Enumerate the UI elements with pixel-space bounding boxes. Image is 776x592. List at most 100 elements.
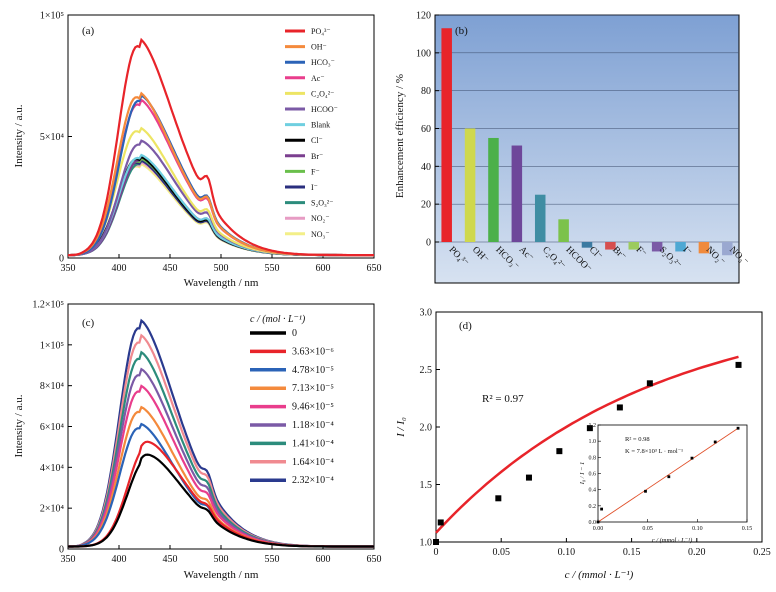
inset-y-tick-label: 0.8 [589,455,597,461]
y-tick-label: 1.2×10⁵ [32,300,64,311]
panel-d-r2-annotation: R² = 0.97 [482,393,524,405]
inset-y-tick-label: 1.2 [589,423,597,429]
legend-label: HCO₃⁻ [311,58,335,67]
legend-label: 1.41×10⁻⁴ [292,438,334,449]
data-point [586,425,593,432]
legend-label: Ac⁻ [311,74,325,83]
legend-label: NO₃⁻ [311,230,330,239]
y-tick-label: 100 [416,48,431,59]
legend-label: S₂O₃²⁻ [311,199,333,208]
x-tick-label: 450 [163,554,178,565]
legend-label: Blank [311,121,330,130]
legend-label: 7.13×10⁻⁵ [292,383,334,394]
x-tick-label: 0.25 [753,547,771,558]
panel-d-inset: R² = 0.98 K = 7.8×10³ L · mol⁻¹ c / (mmo… [579,423,752,544]
x-tick-label: 650 [367,263,382,274]
y-tick-label: 2.0 [420,423,433,434]
x-tick-label: 400 [112,263,127,274]
panel-c-ylabel: Intensity / a.u. [13,394,25,457]
inset-x-tick-label: 0.15 [742,526,753,532]
inset-x-tick-label: 0.00 [593,526,604,532]
panel-c-xlabel: Wavelength / nm [184,569,259,581]
data-point [433,539,439,545]
inset-data-point [596,520,600,524]
panel-b-ylabel: Enhancement efficiency / % [394,74,406,198]
inset-data-point [644,489,647,493]
legend-label: Br⁻ [311,152,323,161]
panel-c-label: (c) [82,317,95,329]
panel-b: (b) Enhancement efficiency / % 0 20 40 60 80… [394,11,750,284]
y-tick-label: 3.0 [420,308,433,319]
x-tick-label: 0.15 [623,547,641,558]
inset-k-annotation: K = 7.8×10³ L · mol⁻¹ [625,448,683,455]
panel-a-xlabel: Wavelength / nm [184,277,259,289]
legend-label: 1.64×10⁻⁴ [292,457,334,468]
x-tick-label: 500 [214,263,229,274]
inset-x-tick-label: 0.05 [642,526,653,532]
data-point [437,519,444,526]
y-tick-label: 0 [426,238,431,249]
panel-a-label: (a) [82,25,95,37]
legend-label: HCOO⁻ [311,105,338,114]
panel-b-label: (b) [455,25,468,37]
series-line [68,453,374,548]
y-tick-label: 4×10⁴ [40,463,65,474]
y-tick-label: 80 [421,86,431,97]
bar [581,242,593,248]
legend-label: I⁻ [311,183,318,192]
bar [628,242,640,250]
y-tick-label: 1×10⁵ [40,11,64,22]
inset-y-tick-label: 0.4 [589,488,597,494]
y-tick-label: 6×10⁴ [40,422,65,433]
legend-label: F⁻ [311,167,320,176]
panel-c: (c) Wavelength / nm Intensity / a.u. c /… [13,300,382,582]
inset-y-tick-label: 0.0 [589,520,597,526]
panel-d-xlabel: c / (mmol · L⁻¹) [565,569,634,581]
legend-label: 2.32×10⁻⁴ [292,475,334,486]
x-tick-label: 600 [316,263,331,274]
inset-ylabel: I₀ / I − 1 [579,462,586,486]
legend-label: PO₄³⁻ [311,27,331,36]
panel-d: (d) c / (mmol · L⁻¹) I / I₀ R² = 0.97 0 0… [395,308,771,582]
y-tick-label: 40 [421,162,431,173]
inset-data-point [600,507,604,511]
inset-y-tick-label: 1.0 [589,439,597,445]
x-tick-label: 600 [316,554,331,565]
y-tick-label: 1.5 [420,480,433,491]
x-tick-label: 0.20 [688,547,706,558]
x-tick-label: 0 [434,547,439,558]
panel-a: (a) Wavelength / nm Intensity / a.u. 350… [13,11,382,290]
y-tick-label: 120 [416,11,431,22]
bar [722,242,733,256]
y-tick-label: 0 [59,545,64,556]
x-tick-label: 0.10 [558,547,576,558]
legend-label: 4.78×10⁻⁵ [292,365,334,376]
x-tick-label: 0.05 [492,547,510,558]
x-tick-label: 650 [367,554,382,565]
bar [488,137,499,242]
data-point [646,380,653,387]
x-tick-label: 450 [163,263,178,274]
inset-xlabel: c / (mmol · L⁻¹) [652,537,693,544]
inset-data-point [736,426,740,430]
data-point [556,448,563,455]
data-point [735,361,742,368]
inset-data-point [690,456,694,460]
panel-b-plot-area [434,14,740,284]
inset-x-tick-label: 0.10 [692,526,703,532]
y-tick-label: 0 [59,254,64,265]
data-point [495,495,502,502]
x-tick-label: 400 [112,554,127,565]
panel-c-legend-title: c / (mol · L⁻¹) [250,314,306,325]
data-point [525,474,532,481]
x-tick-label: 350 [61,263,76,274]
bar [441,28,452,242]
inset-data-point [667,475,671,479]
bar [511,145,523,242]
legend-label: 0 [292,328,297,339]
bar [534,194,546,242]
bar [464,128,476,242]
bar [698,242,710,254]
y-tick-label: 1×10⁵ [40,340,64,351]
y-tick-label: 8×10⁴ [40,381,65,392]
